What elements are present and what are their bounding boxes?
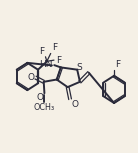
Text: F: F bbox=[39, 47, 44, 56]
Text: O: O bbox=[27, 73, 34, 82]
Text: F: F bbox=[56, 56, 61, 65]
Text: OCH₃: OCH₃ bbox=[34, 103, 55, 112]
Text: F: F bbox=[116, 60, 121, 69]
Text: O: O bbox=[71, 101, 78, 109]
Text: F: F bbox=[52, 43, 57, 52]
Text: O: O bbox=[36, 93, 43, 103]
Text: HN: HN bbox=[39, 60, 53, 69]
Text: S: S bbox=[77, 63, 83, 72]
